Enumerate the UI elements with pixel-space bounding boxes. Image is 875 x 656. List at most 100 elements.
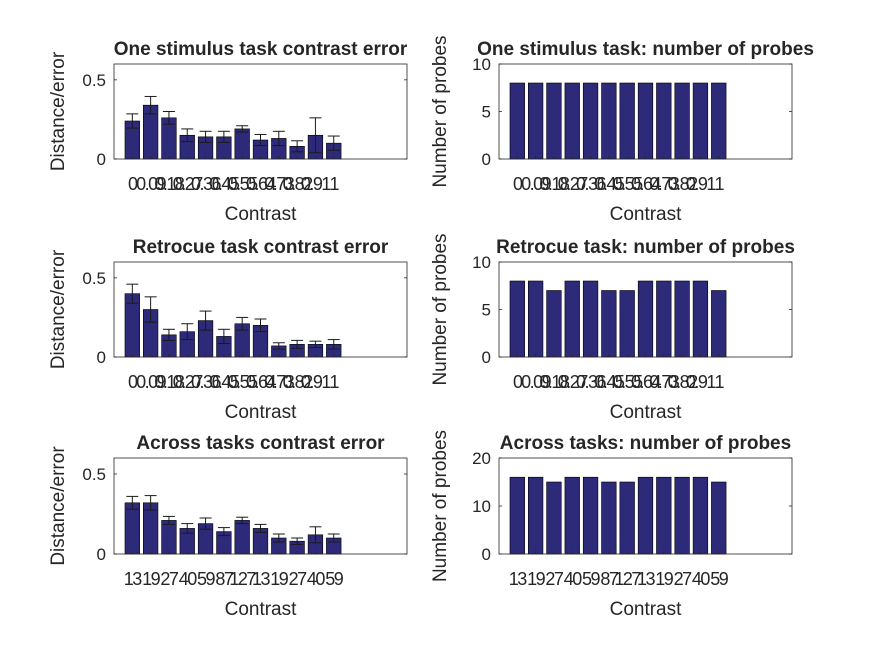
bar-5 [582, 82, 599, 160]
bar-12 [711, 481, 727, 555]
x-tick-label: 0.36 [191, 372, 222, 392]
x-tick-label: 0 [513, 174, 523, 194]
error-bar-2 [144, 296, 157, 323]
y-axis-label: Number of probes [430, 233, 451, 385]
x-tick-label: 0.82 [283, 174, 314, 194]
error-bar-9 [272, 130, 285, 147]
x-tick-label: 27 [545, 569, 564, 589]
chart-title: One stimulus task: number of probes [477, 39, 814, 60]
error-bar-6 [217, 328, 230, 345]
bar-11 [692, 280, 709, 358]
bar-6 [601, 82, 617, 160]
bar-8 [637, 476, 654, 555]
bar-6 [601, 481, 617, 555]
x-tick-label: 27 [289, 569, 308, 589]
x-tick-label: 0.45 [209, 174, 240, 194]
y-tick-label: 0 [482, 545, 491, 564]
error-bar-11 [309, 526, 322, 544]
error-bar-6 [217, 130, 230, 143]
bar-7 [619, 481, 635, 555]
x-tick-label: 0 [128, 174, 138, 194]
bar-3 [546, 82, 562, 160]
x-axis-label: Contrast [610, 402, 683, 423]
x-tick-label: 0.18 [154, 372, 185, 392]
error-bar-4 [181, 323, 194, 341]
error-bar-2 [144, 495, 157, 511]
error-bar-10 [291, 140, 304, 153]
x-tick-label: 59 [325, 569, 344, 589]
chart-title: One stimulus task contrast error [114, 39, 408, 60]
y-tick-label: 0 [482, 150, 491, 169]
x-tick-label: 0.91 [301, 372, 332, 392]
x-tick-label: 0.27 [558, 174, 589, 194]
x-tick-label: 0.45 [594, 174, 625, 194]
x-tick-label: 0.18 [539, 174, 570, 194]
x-tick-label: 40 [307, 569, 326, 589]
x-tick-label: 40 [564, 569, 583, 589]
x-tick-label: 19 [527, 569, 546, 589]
chart-panel-1: 00.50 0.090.180.270.360.450.550.640.730.8… [48, 39, 408, 225]
chart-panel-3: 00.50 0.090.180.270.360.450.550.640.730.8… [48, 237, 408, 423]
x-axis-label: Contrast [610, 204, 683, 225]
y-tick-label: 0 [97, 348, 106, 367]
error-bar-2 [144, 95, 157, 115]
y-axis-label: Distance/error [48, 51, 69, 171]
y-tick-label: 0 [97, 150, 106, 169]
x-tick-label: 0.45 [594, 372, 625, 392]
error-bar-11 [309, 117, 322, 154]
error-bar-3 [162, 111, 175, 125]
bar-5 [582, 280, 599, 358]
y-tick-label: 0 [97, 545, 106, 564]
bar-10 [674, 82, 690, 160]
x-tick-label: 0.55 [613, 174, 644, 194]
error-bar-3 [162, 515, 175, 525]
x-tick-label: 40 [179, 569, 198, 589]
x-tick-label: 0.18 [539, 372, 570, 392]
error-bar-7 [236, 316, 249, 331]
bar-12 [711, 290, 727, 358]
x-tick-label: 0.36 [576, 174, 607, 194]
x-tick-label: 0.64 [631, 372, 662, 392]
y-tick-label: 0 [482, 348, 491, 367]
x-tick-label: 0.91 [301, 174, 332, 194]
x-tick-label: 0.64 [631, 174, 662, 194]
x-tick-label: 0.45 [209, 372, 240, 392]
error-bar-12 [327, 533, 340, 543]
x-axis-label: Contrast [610, 599, 683, 620]
x-tick-label: 19 [655, 569, 674, 589]
bar-2 [527, 280, 544, 358]
x-tick-label: 19 [270, 569, 289, 589]
x-tick-label: 0.27 [558, 372, 589, 392]
bar-9 [656, 476, 672, 555]
x-tick-label: 1 [714, 174, 724, 194]
error-bar-12 [327, 135, 340, 151]
x-tick-label: 87 [215, 569, 234, 589]
error-bar-6 [217, 527, 230, 537]
x-tick-label: 0.55 [613, 372, 644, 392]
bar-10 [674, 280, 690, 358]
x-tick-label: 59 [582, 569, 601, 589]
bar-7 [234, 128, 250, 160]
error-bar-9 [272, 533, 285, 543]
y-tick-label: 5 [482, 103, 491, 122]
x-tick-label: 0.36 [576, 372, 607, 392]
x-tick-label: 59 [197, 569, 216, 589]
x-tick-label: 0.91 [686, 174, 717, 194]
x-tick-label: 0.18 [154, 174, 185, 194]
x-tick-label: 0.64 [246, 174, 277, 194]
bar-7 [234, 520, 250, 555]
x-tick-label: 0.73 [264, 174, 295, 194]
error-bar-10 [291, 537, 304, 545]
x-tick-label: 1 [714, 372, 724, 392]
x-tick-label: 127 [229, 569, 256, 589]
x-tick-label: 0.91 [686, 372, 717, 392]
bar-12 [711, 82, 727, 160]
y-tick-label: 0.5 [82, 465, 106, 484]
bar-1 [509, 82, 525, 160]
error-bar-12 [327, 339, 340, 350]
bar-4 [564, 476, 580, 555]
y-axis-label: Distance/error [48, 249, 69, 369]
error-bar-1 [126, 283, 139, 304]
